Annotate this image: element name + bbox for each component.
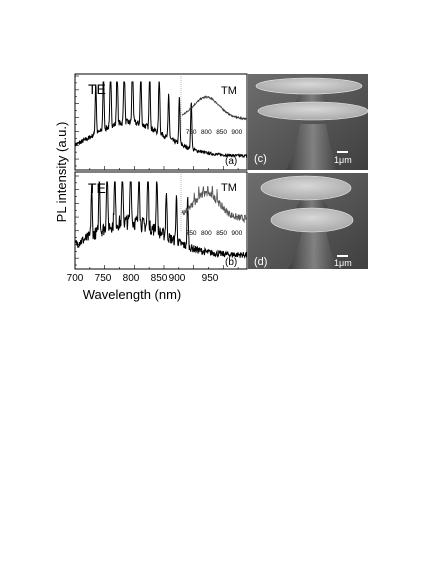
inset-b-line: [181, 185, 247, 224]
panel-b-te-label: TE: [88, 180, 106, 196]
inset-tick-label: 900: [231, 129, 242, 136]
inset-tick-label: 850: [216, 129, 227, 136]
inset-a-line: [181, 95, 247, 121]
inset-tick-label: 850: [216, 230, 227, 237]
x-tick-label: 850: [151, 273, 168, 284]
spectrum-a-line: [74, 81, 248, 159]
inset-tick-label: 800: [201, 230, 212, 237]
panel-b-inset: TM 750 800 850 900: [180, 172, 247, 237]
image-c-bottom-disk: [257, 101, 369, 121]
panel-b-inset-ticks: 750 800 850 900: [186, 230, 243, 237]
x-axis-ticks: 700 750 800 850 900 950: [67, 273, 219, 284]
panel-b-ticks: [74, 175, 239, 269]
x-axis-title: Wavelength (nm): [83, 287, 182, 302]
x-tick-label: 800: [123, 273, 140, 284]
inset-tick-label: 750: [186, 129, 197, 136]
panel-b: TE (b) TM 750 800 850 900: [74, 171, 248, 270]
image-d-bottom-disk: [270, 207, 354, 233]
panel-a-inset-tm-label: TM: [221, 85, 237, 97]
image-d-scale-bar: [337, 255, 348, 257]
inset-tick-label: 800: [201, 129, 212, 136]
image-c: (c) 1μm: [248, 74, 369, 170]
image-d-pedestal: [288, 230, 340, 269]
image-c-scale-label: 1μm: [334, 155, 352, 165]
panel-a: TE (a) TM 750 800 850 900: [74, 73, 248, 171]
y-axis-title: PL intensity (a.u.): [54, 122, 69, 223]
image-d: (d) 1μm: [248, 173, 368, 269]
panel-a-inset: TM 750 800 850 900: [180, 74, 247, 136]
x-tick-label: 900: [169, 273, 186, 284]
image-d-top-disk: [260, 175, 352, 201]
panel-a-te-label: TE: [88, 81, 106, 97]
image-c-scale-bar: [337, 151, 348, 153]
x-tick-label: 700: [67, 273, 84, 284]
image-divider: [248, 170, 368, 173]
image-c-pedestal: [286, 124, 340, 170]
x-tick-label: 950: [202, 273, 219, 284]
inset-tick-label: 750: [186, 230, 197, 237]
panel-b-inset-tm-label: TM: [221, 182, 237, 194]
inset-tick-label: 900: [231, 230, 242, 237]
image-c-top-disk: [255, 77, 363, 95]
panel-a-ticks: [74, 75, 239, 170]
x-tick-label: 750: [95, 273, 112, 284]
panel-a-label: (a): [225, 156, 237, 167]
image-d-label: (d): [254, 256, 267, 268]
image-c-label: (c): [254, 153, 267, 165]
image-d-scale-label: 1μm: [334, 258, 352, 268]
spectrum-b-line: [74, 180, 248, 259]
panel-b-label: (b): [225, 257, 237, 268]
panel-a-inset-ticks: 750 800 850 900: [186, 129, 243, 136]
